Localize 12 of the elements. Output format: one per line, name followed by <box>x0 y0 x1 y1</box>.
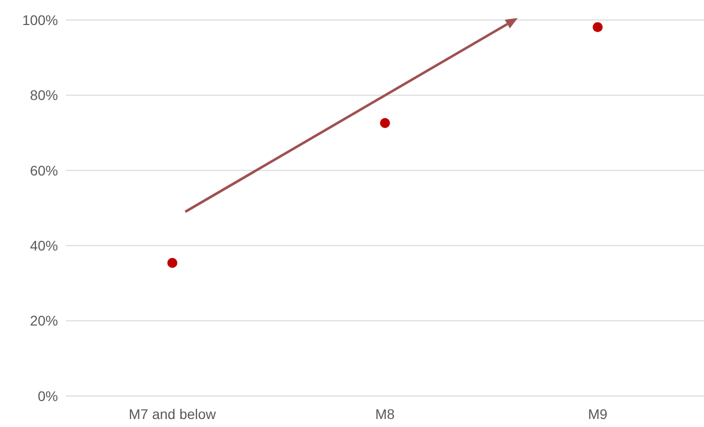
x-tick-label: M7 and below <box>128 406 217 422</box>
point <box>167 258 178 268</box>
x-tick-label: M8 <box>375 406 395 422</box>
y-tick-label: 40% <box>30 238 58 254</box>
y-tick-label: 20% <box>30 312 58 329</box>
y-tick-label: 100% <box>22 12 58 28</box>
point <box>592 22 603 32</box>
point <box>380 118 390 128</box>
y-tick-label: 60% <box>30 162 58 178</box>
x-tick-label: M9 <box>588 406 608 422</box>
y-tick-label: 80% <box>30 87 58 104</box>
y-tick-label: 0% <box>38 388 58 404</box>
